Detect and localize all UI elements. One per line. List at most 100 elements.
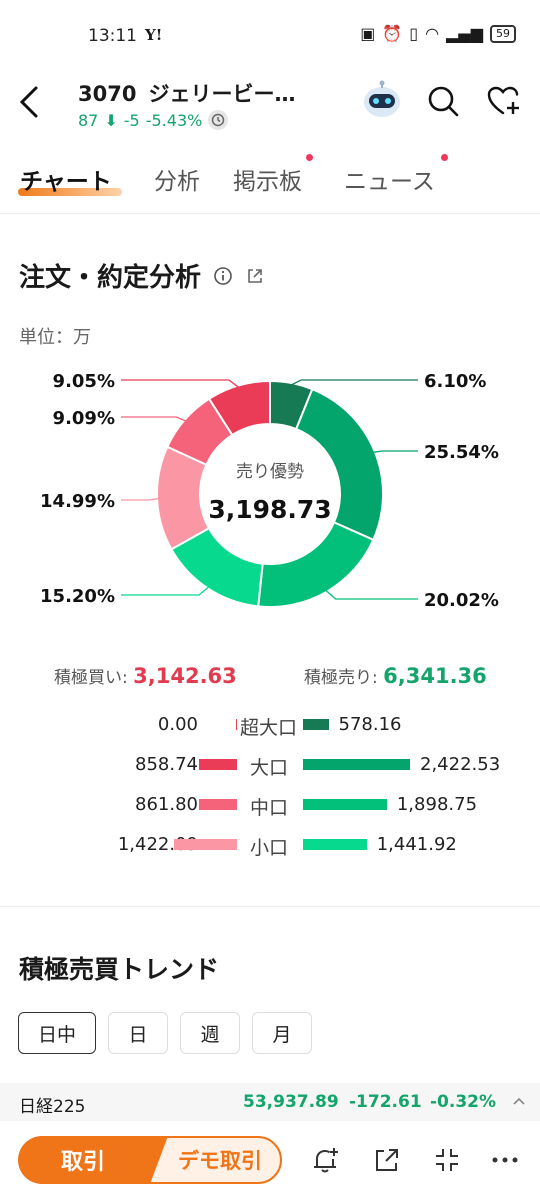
breakdown-row: 858.74 大口 2,422.53	[0, 750, 540, 780]
demo-trade-button[interactable]: デモ取引	[148, 1136, 282, 1184]
stock-title: 3070 ジェリービー…	[78, 78, 295, 108]
sell-bar	[303, 759, 410, 770]
signal-icon: ▂▄▆	[446, 24, 483, 43]
share-icon[interactable]	[372, 1145, 402, 1175]
slice-percent-label: 6.10%	[424, 371, 486, 392]
wifi-icon: ◠	[425, 24, 440, 43]
vibrate-icon: ▯	[409, 24, 419, 43]
yahoo-app-icon: Y!	[145, 26, 163, 44]
slice-percent-label: 15.20%	[40, 586, 115, 607]
leader-line	[121, 416, 187, 422]
bottom-action-bar: デモ取引 取引	[0, 1121, 540, 1200]
size-label: 小口	[250, 837, 289, 859]
size-label: 中口	[250, 797, 289, 819]
size-label: 大口	[250, 757, 289, 779]
favorite-add-icon[interactable]	[486, 84, 520, 118]
donut-center-label: 売り優勢	[236, 462, 304, 482]
search-icon[interactable]	[426, 84, 460, 118]
active-sell-total: 積極売り: 6,341.36	[304, 663, 487, 688]
section-title-text: 注文・約定分析	[19, 263, 202, 293]
slice-percent-label: 20.02%	[424, 590, 499, 611]
leader-line	[325, 589, 418, 600]
tab-analysis[interactable]: 分析	[154, 169, 200, 195]
battery-icon: 59	[490, 24, 516, 43]
board-notification-dot	[306, 154, 313, 161]
share-icon[interactable]	[245, 266, 265, 286]
status-time: 13:11	[88, 26, 137, 46]
order-flow-donut-chart: 6.10%25.54%20.02%15.20%14.99%9.09%9.05% …	[40, 371, 499, 611]
alarm-icon: ⏰	[382, 24, 403, 43]
period-tab-day[interactable]: 日	[108, 1012, 168, 1054]
buy-bar	[199, 759, 237, 770]
index-ticker[interactable]: 日経225 53,937.89 -172.61 -0.32%	[0, 1083, 540, 1121]
news-notification-dot	[441, 154, 448, 161]
active-sell-label: 積極売り:	[304, 668, 378, 688]
tab-news[interactable]: ニュース	[344, 169, 435, 195]
buy-bar	[236, 719, 237, 730]
sell-bar	[303, 839, 367, 850]
period-tab-week[interactable]: 週	[180, 1012, 240, 1054]
index-change-pct: -0.32%	[430, 1092, 497, 1112]
back-arrow-icon[interactable]	[16, 82, 46, 122]
sell-value: 1,898.75	[396, 794, 478, 815]
sell-bar	[303, 719, 329, 730]
info-icon[interactable]	[213, 266, 233, 286]
tab-chart[interactable]: チャート	[20, 169, 112, 195]
tab-bar: チャート 分析 掲示板 ニュース	[0, 150, 540, 214]
breakdown-row: 1,422.09 小口 1,441.92	[0, 830, 540, 860]
status-icons: ▣ ⏰ ▯ ◠ ▂▄▆ 59	[360, 24, 516, 43]
buy-value: 0.00	[157, 714, 198, 735]
chevron-up-icon[interactable]	[512, 1095, 526, 1107]
stock-name: ジェリービー…	[148, 82, 296, 106]
status-bar: 13:11 Y! ▣ ⏰ ▯ ◠ ▂▄▆ 59	[0, 0, 540, 70]
unit-label: 単位：万	[19, 327, 91, 348]
section-divider	[0, 906, 540, 907]
buy-bar	[174, 839, 237, 850]
nfc-icon: ▣	[360, 24, 376, 43]
active-tab-indicator	[18, 188, 122, 196]
stock-quote: 87 ⬇ -5 -5.43%	[78, 110, 229, 130]
breakdown-row: 0.00 超大口 578.16	[0, 710, 540, 740]
tab-board[interactable]: 掲示板	[233, 169, 302, 195]
period-tab-intraday[interactable]: 日中	[18, 1012, 96, 1054]
slice-percent-label: 14.99%	[40, 491, 115, 512]
slice-percent-label: 9.09%	[53, 408, 115, 429]
index-name: 日経225	[19, 1097, 86, 1117]
leader-line	[372, 450, 418, 453]
trade-label: 取引	[60, 1150, 105, 1175]
buy-value: 861.80	[135, 794, 198, 815]
breakdown-row: 861.80 中口 1,898.75	[0, 790, 540, 820]
sell-value: 1,441.92	[376, 834, 457, 855]
active-sell-value: 6,341.36	[383, 664, 487, 688]
trade-button[interactable]: 取引	[18, 1136, 168, 1184]
sell-value: 578.16	[338, 714, 402, 735]
stock-code: 3070	[78, 82, 137, 106]
active-buy-total: 積極買い: 3,142.63	[54, 663, 237, 688]
leader-line	[121, 497, 160, 501]
stock-price: 87	[78, 110, 99, 130]
leader-line	[290, 379, 418, 386]
donut-center-value: 3,198.73	[208, 495, 331, 524]
sell-value: 2,422.53	[420, 754, 501, 775]
collapse-icon[interactable]	[432, 1145, 462, 1175]
size-label: 超大口	[240, 717, 298, 739]
period-tab-month[interactable]: 月	[252, 1012, 312, 1054]
more-icon[interactable]	[490, 1145, 520, 1175]
index-change: -172.61	[349, 1092, 422, 1112]
buy-value: 858.74	[135, 754, 198, 775]
alert-bell-add-icon[interactable]	[310, 1145, 340, 1175]
sell-bar	[303, 799, 387, 810]
section-title: 注文・約定分析	[19, 257, 265, 294]
stock-change-pct: -5.43%	[145, 110, 203, 130]
ai-assistant-robot-icon[interactable]	[360, 80, 404, 120]
active-buy-value: 3,142.63	[133, 664, 237, 688]
clock-icon	[208, 110, 229, 130]
slice-percent-label: 9.05%	[53, 371, 115, 392]
buy-bar	[198, 799, 237, 810]
active-buy-label: 積極買い:	[54, 668, 128, 688]
stock-change: -5	[123, 110, 140, 130]
down-arrow-icon: ⬇	[104, 110, 118, 130]
donut-slice	[207, 379, 271, 437]
stock-header: 3070 ジェリービー… 87 ⬇ -5 -5.43%	[0, 70, 540, 140]
leader-line	[121, 586, 210, 596]
